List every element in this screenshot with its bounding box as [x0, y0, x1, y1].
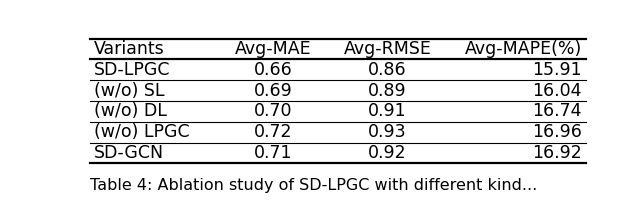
Text: Avg-RMSE: Avg-RMSE [344, 40, 431, 58]
Text: 0.91: 0.91 [368, 102, 407, 120]
Text: 0.72: 0.72 [254, 123, 292, 141]
Text: Avg-MAPE(%): Avg-MAPE(%) [465, 40, 582, 58]
Text: 0.93: 0.93 [368, 123, 407, 141]
Text: (w/o) SL: (w/o) SL [94, 82, 164, 100]
Text: Variants: Variants [94, 40, 164, 58]
Text: 0.71: 0.71 [254, 144, 292, 162]
Text: 16.74: 16.74 [532, 102, 582, 120]
Text: (w/o) DL: (w/o) DL [94, 102, 167, 120]
Text: 16.92: 16.92 [532, 144, 582, 162]
Text: 0.70: 0.70 [254, 102, 292, 120]
Text: 16.96: 16.96 [532, 123, 582, 141]
Text: (w/o) LPGC: (w/o) LPGC [94, 123, 189, 141]
Text: Avg-MAE: Avg-MAE [235, 40, 312, 58]
Text: Table 4: Ablation study of SD-LPGC with different kind...: Table 4: Ablation study of SD-LPGC with … [90, 178, 537, 193]
Text: 0.66: 0.66 [254, 61, 293, 79]
Text: 16.04: 16.04 [532, 82, 582, 100]
Text: 15.91: 15.91 [532, 61, 582, 79]
Text: 0.89: 0.89 [368, 82, 407, 100]
Text: 0.86: 0.86 [368, 61, 407, 79]
Text: 0.92: 0.92 [368, 144, 407, 162]
Text: 0.69: 0.69 [254, 82, 293, 100]
Text: SD-GCN: SD-GCN [94, 144, 164, 162]
Text: SD-LPGC: SD-LPGC [94, 61, 170, 79]
